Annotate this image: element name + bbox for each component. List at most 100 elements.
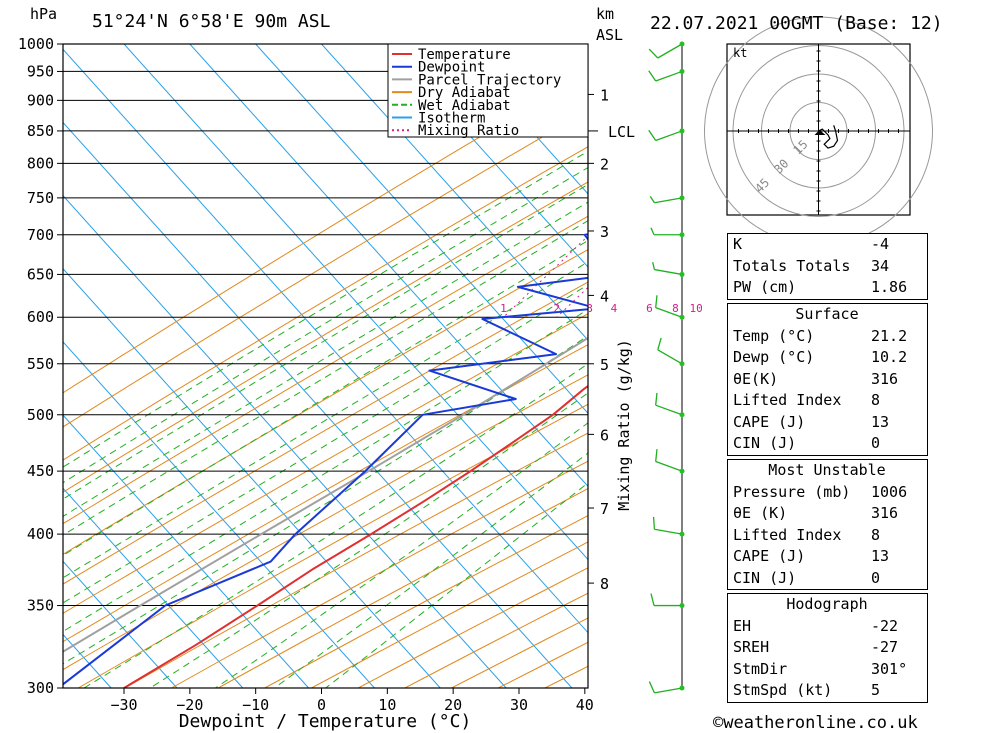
x-tick-label: 10 xyxy=(378,696,396,714)
dry-adiabat-line xyxy=(63,215,588,525)
most-unstable-row: Lifted Index 8 xyxy=(733,525,881,544)
surface-row: CIN (J) 0 xyxy=(733,434,881,452)
pressure-tick-label: 700 xyxy=(27,226,54,244)
wind-barb-flag xyxy=(648,681,656,694)
hodograph-row: StmDir 301° xyxy=(733,659,908,678)
pressure-tick-label: 650 xyxy=(27,265,54,283)
wet-adiabat-line xyxy=(63,201,588,517)
wind-barb-flag xyxy=(652,261,656,270)
wet-adiabat-line xyxy=(63,183,588,500)
km-tick-label: 8 xyxy=(600,575,609,593)
km-tick-label: 1 xyxy=(600,86,609,104)
wind-barb xyxy=(650,593,685,609)
index-row: K -4 xyxy=(733,235,890,253)
wind-barb-flag xyxy=(655,392,658,406)
pressure-tick-label: 550 xyxy=(27,355,54,373)
pressure-tick-label: 750 xyxy=(27,189,54,207)
isotherm-line xyxy=(63,341,375,688)
temperature-line xyxy=(123,384,588,688)
x-axis-label: Dewpoint / Temperature (°C) xyxy=(179,711,472,732)
dry-adiabat-line xyxy=(63,374,588,671)
dry-adiabat-line xyxy=(63,281,588,585)
y-unit-label: hPa xyxy=(30,5,57,23)
station-location: 51°24'N 6°58'E 90m ASL xyxy=(92,11,331,32)
hodograph-row: SREH -27 xyxy=(733,638,899,656)
wind-barb xyxy=(648,68,685,82)
wind-barb-dot xyxy=(679,314,685,320)
wet-adiabat-line xyxy=(149,392,588,688)
wet-adiabat-line xyxy=(63,308,588,632)
dewpoint-line xyxy=(63,233,588,686)
wet-adiabat-line xyxy=(63,166,588,484)
hodograph-table: Hodograph EH -22 SREH -27 StmDir 301° StmSp… xyxy=(727,593,928,703)
mixing-ratio-label: 4 xyxy=(611,302,618,315)
isotherm-line xyxy=(386,44,588,268)
most-unstable-title: Most Unstable xyxy=(768,461,886,479)
hodograph-row: StmSpd (kt) 5 xyxy=(733,681,881,699)
wet-adiabat-line xyxy=(63,220,588,536)
km-unit-label: km xyxy=(596,5,614,23)
wind-barb-dot xyxy=(679,68,685,74)
pressure-tick-label: 300 xyxy=(27,679,54,697)
hodograph-trace xyxy=(818,125,839,149)
wind-barb-dot xyxy=(679,271,685,277)
wind-barb-shaft xyxy=(657,349,683,365)
pressure-tick-label: 350 xyxy=(27,597,54,615)
wind-barb-dot xyxy=(679,412,685,418)
hodograph-row: EH -22 xyxy=(733,616,899,635)
wind-barb-flag xyxy=(648,129,657,141)
wet-adiabat-line xyxy=(63,261,588,579)
mixing-ratio-label: 1 xyxy=(500,302,507,315)
dry-adiabat-line xyxy=(217,488,588,688)
x-tick-label: 0 xyxy=(317,696,326,714)
km-tick-label: 2 xyxy=(600,155,609,173)
dry-adiabat-line xyxy=(63,249,588,555)
dry-adiabat-line xyxy=(63,181,588,493)
wind-barb-dot xyxy=(679,361,685,367)
legend-label: Parcel Trajectory xyxy=(418,72,561,88)
pressure-tick-label: 600 xyxy=(27,308,54,326)
mixing-ratio-line xyxy=(503,235,588,318)
y-axis-label-mixing-ratio: Mixing Ratio (g/kg) xyxy=(615,339,633,511)
x-tick-label: −10 xyxy=(242,696,269,714)
wet-adiabat-line xyxy=(63,150,588,468)
wind-barb xyxy=(648,41,685,59)
km-tick-label: 7 xyxy=(600,500,609,518)
wind-barb xyxy=(648,128,685,142)
dry-adiabat-line xyxy=(123,432,588,688)
pressure-tick-label: 800 xyxy=(27,154,54,172)
isotherm-line xyxy=(63,121,573,688)
legend-label: Temperature xyxy=(418,47,511,63)
mixing-ratio-label: 8 xyxy=(672,302,679,315)
pressure-tick-label: 850 xyxy=(27,122,54,140)
isotherm-line xyxy=(63,194,507,688)
x-tick-label: −20 xyxy=(176,696,203,714)
mixing-ratio-label: 2 xyxy=(553,302,560,315)
wind-barb xyxy=(655,449,685,474)
mixing-ratio-label: 3 xyxy=(586,302,593,315)
isotherm-line xyxy=(63,48,588,634)
x-tick-label: 20 xyxy=(444,696,462,714)
asl-unit-label: ASL xyxy=(596,26,623,44)
wind-barb-dot xyxy=(679,685,685,691)
surface-row: Lifted Index 8 xyxy=(733,391,881,409)
most-unstable-row: CIN (J) 0 xyxy=(733,568,881,587)
hodograph-unit-label: kt xyxy=(733,46,747,60)
dry-adiabat-line xyxy=(63,313,588,614)
pressure-tick-label: 450 xyxy=(27,462,54,480)
isotherm-line xyxy=(63,268,441,688)
legend-box xyxy=(387,43,589,138)
wind-barb xyxy=(655,295,685,320)
wind-barb-shaft xyxy=(654,687,683,694)
mixing-ratio-label: 10 xyxy=(690,302,703,315)
wind-barb-flag xyxy=(655,295,658,308)
dry-adiabat-line xyxy=(170,460,588,688)
credit-text: ©weatheronline.co.uk xyxy=(713,713,918,733)
wet-adiabat-line xyxy=(274,452,588,688)
lcl-label: LCL xyxy=(608,123,635,141)
isotherm-line xyxy=(189,44,588,488)
mixing-ratio-label: 6 xyxy=(646,302,653,315)
isotherm-line xyxy=(255,44,588,415)
surface-row: CAPE (J) 13 xyxy=(733,412,890,431)
